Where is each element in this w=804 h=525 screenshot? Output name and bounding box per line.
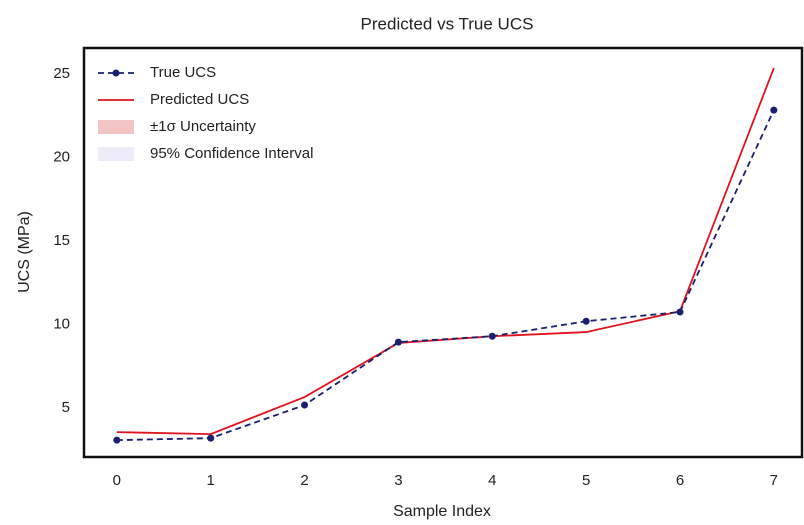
- series-line: [116, 109, 775, 442]
- x-tick-label: 6: [676, 472, 684, 489]
- plot-frame: [82, 46, 804, 459]
- x-tick-label: 1: [207, 472, 215, 489]
- y-tick-label: 15: [53, 232, 70, 249]
- legend-label: 95% Confidence Interval: [150, 145, 313, 162]
- point: [113, 436, 121, 444]
- point: [301, 401, 309, 409]
- point: [770, 106, 778, 114]
- point: [676, 308, 684, 316]
- y-tick-label: 5: [62, 399, 70, 416]
- point: [207, 434, 215, 442]
- x-tick-label: 5: [582, 472, 590, 489]
- x-tick-label: 7: [770, 472, 778, 489]
- y-tick-label: 20: [53, 149, 70, 166]
- x-tick-label: 3: [394, 472, 402, 489]
- point: [582, 317, 590, 325]
- x-tick-label: 0: [113, 472, 121, 489]
- legend-swatch: [98, 147, 134, 161]
- y-tick-label: 25: [53, 65, 70, 82]
- chart-title: Predicted vs True UCS: [361, 14, 534, 33]
- x-axis-label: Sample Index: [393, 503, 491, 520]
- point: [394, 338, 402, 346]
- legend-marker: [112, 69, 120, 77]
- legend-label: ±1σ Uncertainty: [150, 118, 256, 135]
- legend-label: True UCS: [150, 64, 216, 81]
- legend-swatch: [98, 120, 134, 134]
- legend-label: Predicted UCS: [150, 91, 249, 108]
- point: [488, 332, 496, 340]
- x-tick-label: 2: [300, 472, 308, 489]
- x-tick-label: 4: [488, 472, 496, 489]
- y-tick-label: 10: [53, 316, 70, 333]
- y-axis-label: UCS (MPa): [16, 211, 33, 293]
